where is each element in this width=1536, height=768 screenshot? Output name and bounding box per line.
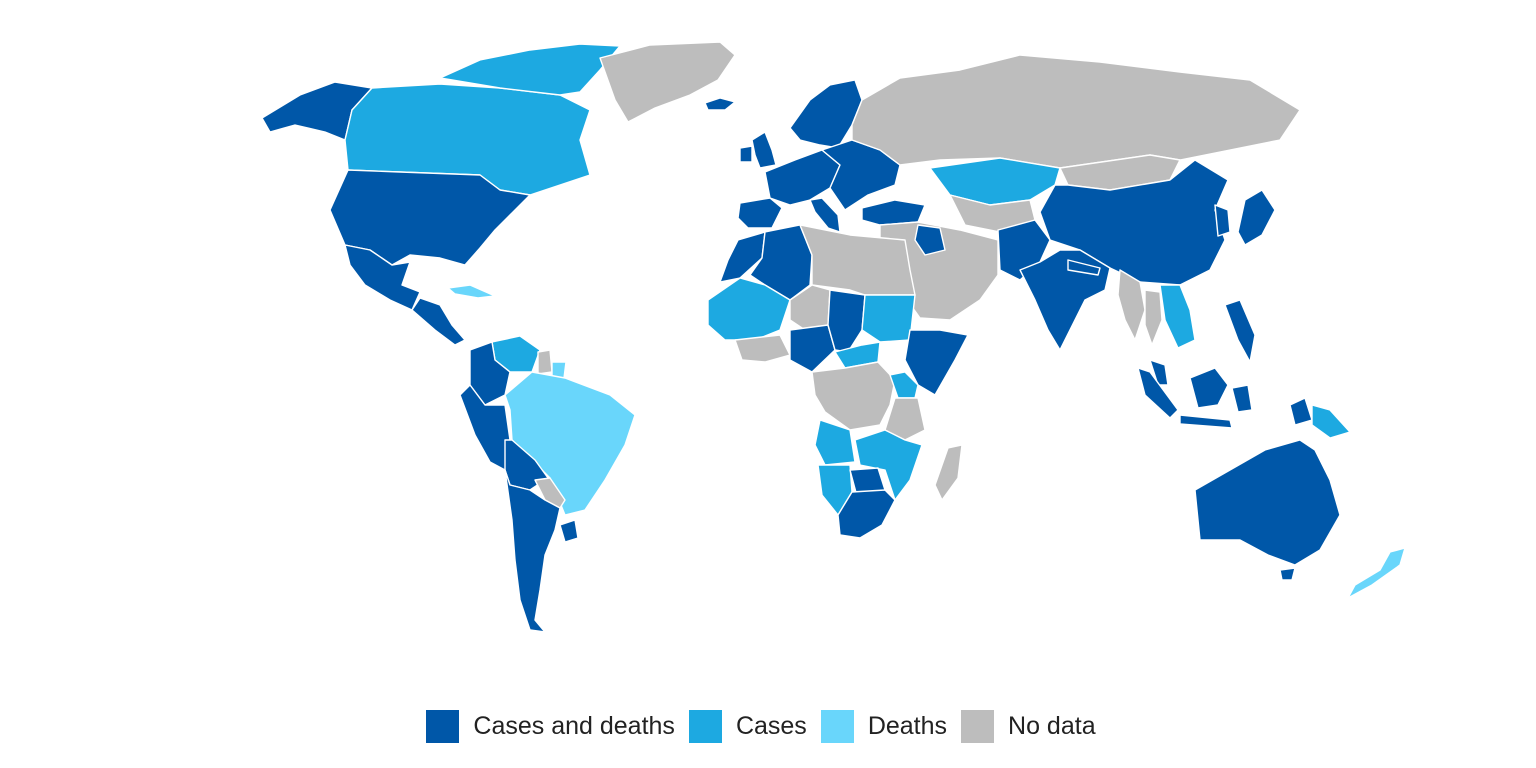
region-western-europe bbox=[764, 149, 841, 206]
region-kazakhstan bbox=[929, 157, 1061, 206]
region-east-africa bbox=[889, 371, 919, 399]
region-central-african-republic bbox=[834, 341, 881, 369]
region-greenland bbox=[599, 41, 736, 123]
region-sahel-west bbox=[707, 277, 791, 341]
legend-swatch-cases-and-deaths bbox=[426, 709, 460, 743]
region-chad bbox=[827, 289, 866, 353]
region-ethiopia-somalia bbox=[904, 329, 969, 396]
region-west-africa-coast bbox=[734, 334, 791, 363]
region-myanmar bbox=[1117, 269, 1146, 341]
region-argentina-chile bbox=[504, 469, 561, 633]
region-suriname bbox=[537, 349, 553, 375]
region-borneo bbox=[1189, 367, 1229, 409]
region-madagascar bbox=[934, 444, 963, 501]
region-turkey bbox=[861, 199, 926, 226]
legend-label-deaths: Deaths bbox=[867, 711, 948, 740]
region-united-kingdom bbox=[751, 131, 777, 169]
legend-item-deaths: Deaths bbox=[820, 709, 948, 743]
region-sumatra bbox=[1137, 367, 1179, 419]
region-australia bbox=[1194, 439, 1341, 566]
legend-item-cases-and-deaths: Cases and deaths bbox=[426, 709, 675, 743]
region-congo bbox=[811, 361, 896, 431]
legend-swatch-no-data bbox=[961, 709, 995, 743]
region-uruguay bbox=[559, 519, 579, 543]
region-south-africa bbox=[837, 489, 896, 539]
map-legend: Cases and deaths Cases Deaths No data bbox=[0, 706, 1536, 746]
legend-swatch-cases bbox=[688, 709, 722, 743]
region-papua-new-guinea bbox=[1311, 404, 1351, 439]
region-scandinavia bbox=[789, 79, 863, 149]
region-ireland bbox=[739, 145, 753, 163]
region-paraguay bbox=[534, 477, 566, 509]
region-india bbox=[1019, 249, 1111, 351]
region-sudan bbox=[861, 294, 916, 343]
region-vietnam-laos bbox=[1159, 284, 1196, 349]
region-italy bbox=[809, 197, 841, 233]
region-nepal bbox=[1067, 259, 1101, 276]
region-sulawesi bbox=[1231, 384, 1253, 413]
region-mexico bbox=[344, 244, 421, 311]
region-iberia bbox=[737, 197, 783, 229]
legend-item-no-data: No data bbox=[961, 709, 1096, 743]
region-philippines bbox=[1224, 299, 1256, 363]
legend-label-cases: Cases bbox=[735, 711, 807, 740]
world-map bbox=[261, 41, 1406, 633]
region-new-guinea-west bbox=[1289, 397, 1313, 426]
legend-label-cases-and-deaths: Cases and deaths bbox=[473, 711, 675, 740]
legend-label-no-data: No data bbox=[1008, 711, 1096, 740]
region-tanzania bbox=[884, 397, 926, 441]
region-japan bbox=[1237, 189, 1276, 246]
region-tasmania bbox=[1279, 567, 1296, 581]
region-russia bbox=[851, 54, 1301, 169]
region-korea bbox=[1214, 204, 1231, 237]
region-iraq bbox=[914, 224, 946, 256]
region-zambia-mozambique bbox=[854, 429, 923, 501]
region-thailand bbox=[1144, 289, 1163, 346]
region-cuba bbox=[447, 284, 496, 299]
legend-item-cases: Cases bbox=[688, 709, 807, 743]
region-nigeria bbox=[789, 324, 836, 373]
region-new-zealand bbox=[1347, 547, 1406, 599]
region-central-america bbox=[411, 297, 466, 346]
region-java bbox=[1179, 414, 1233, 429]
region-malaysia bbox=[1149, 359, 1169, 386]
region-iceland bbox=[704, 97, 736, 111]
region-angola bbox=[814, 419, 856, 466]
legend-swatch-deaths bbox=[820, 709, 854, 743]
